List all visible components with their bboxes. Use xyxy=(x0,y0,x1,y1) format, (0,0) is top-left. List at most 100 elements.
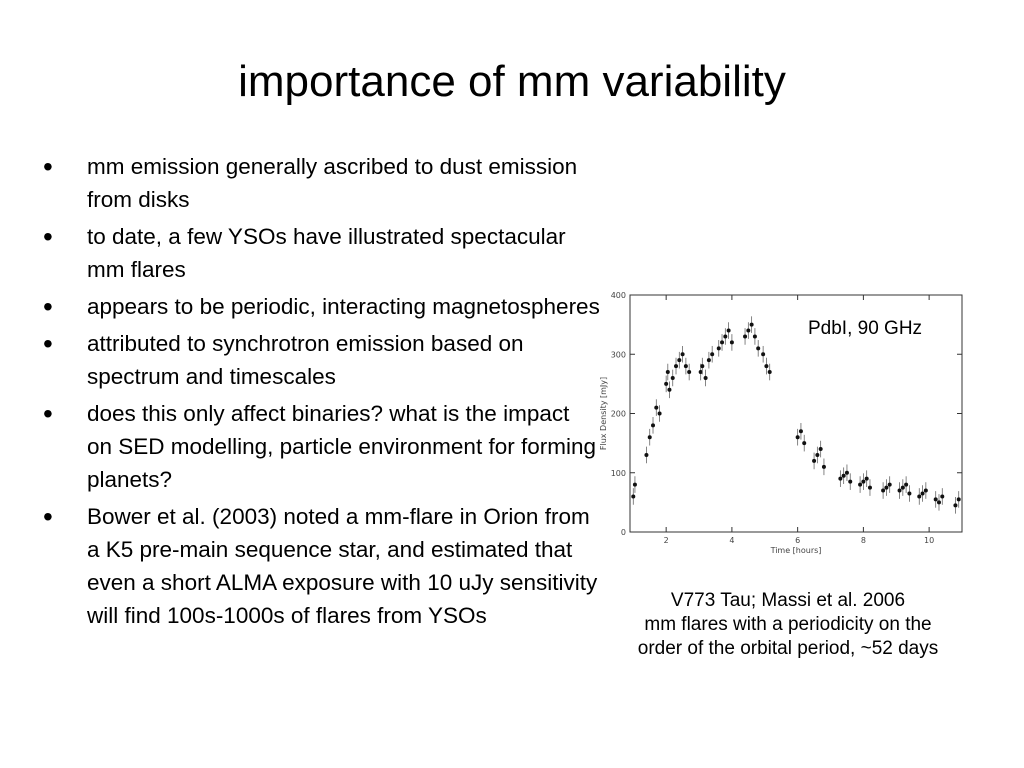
data-point xyxy=(897,488,902,493)
data-point xyxy=(677,358,682,363)
y-axis-label: Flux Density [mJy] xyxy=(599,377,608,450)
bullet-marker: • xyxy=(43,501,53,532)
data-point xyxy=(818,447,823,452)
data-point xyxy=(923,488,928,493)
data-point xyxy=(861,479,866,484)
data-point xyxy=(936,500,941,505)
data-point xyxy=(881,488,886,493)
chart-svg: 0 100 200 300 400 2 4 6 8 10 Time [hours] Flux Dens… xyxy=(599,291,963,555)
data-point xyxy=(802,441,807,446)
data-point xyxy=(670,375,675,380)
bullet-item: • to date, a few YSOs have illustrated sp… xyxy=(40,220,600,286)
data-point xyxy=(838,476,843,481)
bullet-list: • mm emission generally ascribed to dust … xyxy=(40,150,600,636)
data-point xyxy=(651,423,656,428)
data-point xyxy=(654,405,659,410)
bullet-item: • Bower et al. (2003) noted a mm-flare in… xyxy=(40,500,600,632)
caption-line: mm flares with a periodicity on the xyxy=(644,614,932,635)
chart-annotation: PdbI, 90 GHz xyxy=(808,318,923,339)
bullet-text: to date, a few YSOs have illustrated spe… xyxy=(87,224,566,282)
data-point xyxy=(664,381,669,386)
x-tick-label: 2 xyxy=(664,536,669,545)
bullet-item: • appears to be periodic, interacting mag… xyxy=(40,290,600,323)
x-tick-label: 8 xyxy=(861,536,866,545)
data-point xyxy=(812,458,817,463)
data-point xyxy=(864,476,869,481)
bullet-marker: • xyxy=(43,291,53,322)
data-point xyxy=(665,370,670,375)
data-point xyxy=(706,358,711,363)
data-point xyxy=(867,485,872,490)
bullet-text: attributed to synchrotron emission based… xyxy=(87,331,524,389)
data-point xyxy=(752,334,757,339)
data-point xyxy=(710,352,715,357)
data-point xyxy=(917,494,922,499)
data-point xyxy=(698,370,703,375)
figure-caption: V773 Tau; Massi et al. 2006 mm flares wi… xyxy=(592,589,984,661)
data-point xyxy=(848,479,853,484)
data-point xyxy=(703,375,708,380)
bullet-text: does this only affect binaries? what is … xyxy=(87,401,596,492)
bullet-marker: • xyxy=(43,221,53,252)
data-point xyxy=(767,370,772,375)
data-point xyxy=(940,494,945,499)
data-point xyxy=(657,411,662,416)
data-point xyxy=(716,346,721,351)
data-point xyxy=(720,340,725,345)
bullet-marker: • xyxy=(43,398,53,429)
data-point xyxy=(632,482,637,487)
data-point xyxy=(764,364,769,369)
y-tick-label: 300 xyxy=(611,350,626,359)
caption-line: order of the orbital period, ~52 days xyxy=(637,638,939,659)
data-point xyxy=(723,334,728,339)
data-point xyxy=(933,497,938,502)
data-point xyxy=(674,364,679,369)
data-point xyxy=(761,352,766,357)
data-point xyxy=(680,352,685,357)
y-tick-label: 200 xyxy=(611,410,626,419)
bullet-marker: • xyxy=(43,151,53,182)
slide-title: importance of mm variability xyxy=(238,57,786,106)
x-tick-label: 10 xyxy=(924,536,934,545)
x-tick-label: 6 xyxy=(795,536,800,545)
data-point xyxy=(749,322,754,327)
bullet-text: Bower et al. (2003) noted a mm-flare in … xyxy=(87,504,598,628)
data-point xyxy=(884,485,889,490)
data-point xyxy=(647,435,652,440)
caption-line: V773 Tau; Massi et al. 2006 xyxy=(670,590,906,611)
data-point xyxy=(904,482,909,487)
x-tick-label: 4 xyxy=(729,536,734,545)
data-point xyxy=(798,429,803,434)
data-point xyxy=(887,482,892,487)
y-tick-label: 400 xyxy=(611,291,626,300)
bullet-text: mm emission generally ascribed to dust e… xyxy=(87,154,578,212)
data-point xyxy=(756,346,761,351)
y-tick-label: 0 xyxy=(621,528,626,537)
bullet-marker: • xyxy=(43,328,53,359)
data-point xyxy=(644,452,649,457)
data-point xyxy=(631,494,636,499)
data-point xyxy=(900,485,905,490)
data-point xyxy=(858,482,863,487)
data-point xyxy=(815,452,820,457)
data-point xyxy=(743,334,748,339)
data-point xyxy=(821,464,826,469)
data-point xyxy=(729,340,734,345)
data-point xyxy=(795,435,800,440)
bullet-item: • mm emission generally ascribed to dust … xyxy=(40,150,600,216)
bullet-item: • does this only affect binaries? what is… xyxy=(40,397,600,496)
data-point xyxy=(953,503,958,508)
x-axis-label: Time [hours] xyxy=(770,546,822,555)
data-point xyxy=(726,328,731,333)
bullet-item: • attributed to synchrotron emission base… xyxy=(40,327,600,393)
data-point xyxy=(841,473,846,478)
data-point xyxy=(907,491,912,496)
data-point xyxy=(683,364,688,369)
flux-light-curve-chart: 0 100 200 300 400 2 4 6 8 10 Time [hours] Flux Dens… xyxy=(592,290,964,556)
y-tick-label: 100 xyxy=(611,469,626,478)
data-point xyxy=(667,387,672,392)
data-point xyxy=(920,491,925,496)
data-point xyxy=(956,497,961,502)
data-point xyxy=(746,328,751,333)
data-point xyxy=(687,370,692,375)
